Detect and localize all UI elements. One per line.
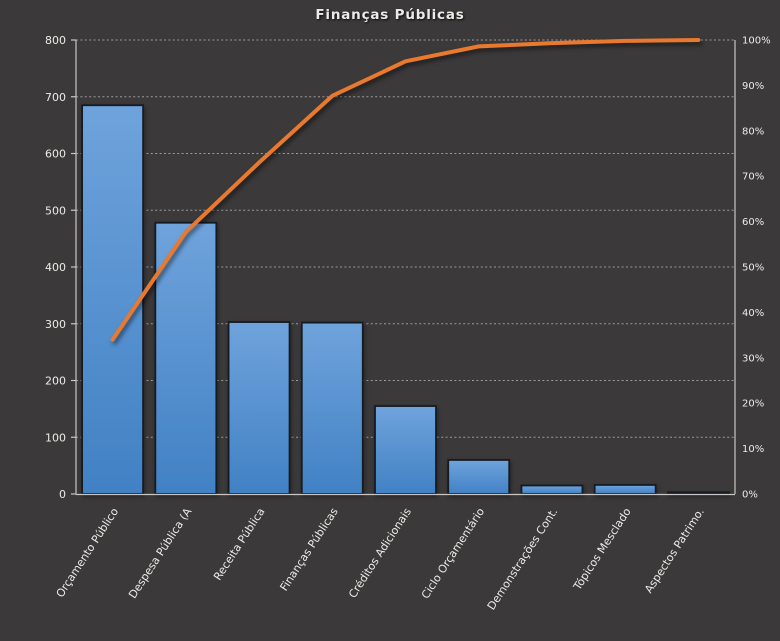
left-axis-label: 200 (45, 375, 66, 388)
left-axis-label: 100 (45, 431, 66, 444)
right-axis-label: 0% (742, 490, 758, 501)
right-axis-label: 40% (742, 308, 764, 319)
right-axis-label: 20% (742, 399, 764, 410)
right-axis-label: 10% (742, 444, 764, 455)
left-axis-label: 400 (45, 261, 66, 274)
cumulative-percent-line (110, 38, 701, 342)
bar-7 (520, 484, 584, 495)
right-axis-label: 80% (742, 126, 764, 137)
x-axis-label: Créditos Adicionais (346, 505, 414, 600)
right-axis-label: 30% (742, 353, 764, 364)
left-axis-label: 700 (45, 91, 66, 104)
x-axis-label: Demonstrações Cont. (485, 506, 561, 613)
bar-8 (593, 484, 657, 495)
left-axis-label: 0 (59, 488, 66, 501)
bar-3 (227, 321, 291, 495)
x-axis-label: Ciclo Orçamentário (419, 505, 488, 601)
bar-9 (666, 491, 730, 495)
x-axis-label: Aspectos Patrimo. (642, 506, 707, 596)
x-axis-label: Despesa Pública (A (126, 505, 195, 601)
left-axis-label: 500 (45, 204, 66, 217)
x-axis-label: Tópicos Mesclado (570, 505, 633, 593)
right-axis-label: 90% (742, 81, 764, 92)
x-axis-label: Orçamento Público (54, 505, 122, 600)
x-axis-label: Receita Pública (211, 506, 267, 583)
bar-2 (154, 221, 218, 495)
bar-5 (374, 405, 437, 495)
chart-title: Finanças Públicas (315, 7, 465, 23)
right-axis-label: 60% (742, 217, 764, 228)
right-axis-label: 70% (742, 172, 764, 183)
bar-6 (447, 459, 511, 495)
bar-4 (300, 321, 364, 495)
left-axis-label: 800 (45, 34, 66, 47)
right-axis-label: 50% (742, 263, 764, 274)
left-axis-label: 600 (45, 148, 66, 161)
bar-1 (81, 104, 145, 495)
right-axis-label: 100% (742, 36, 771, 47)
x-axis-label: Finanças Públicas (277, 505, 341, 593)
left-axis-label: 300 (45, 318, 66, 331)
